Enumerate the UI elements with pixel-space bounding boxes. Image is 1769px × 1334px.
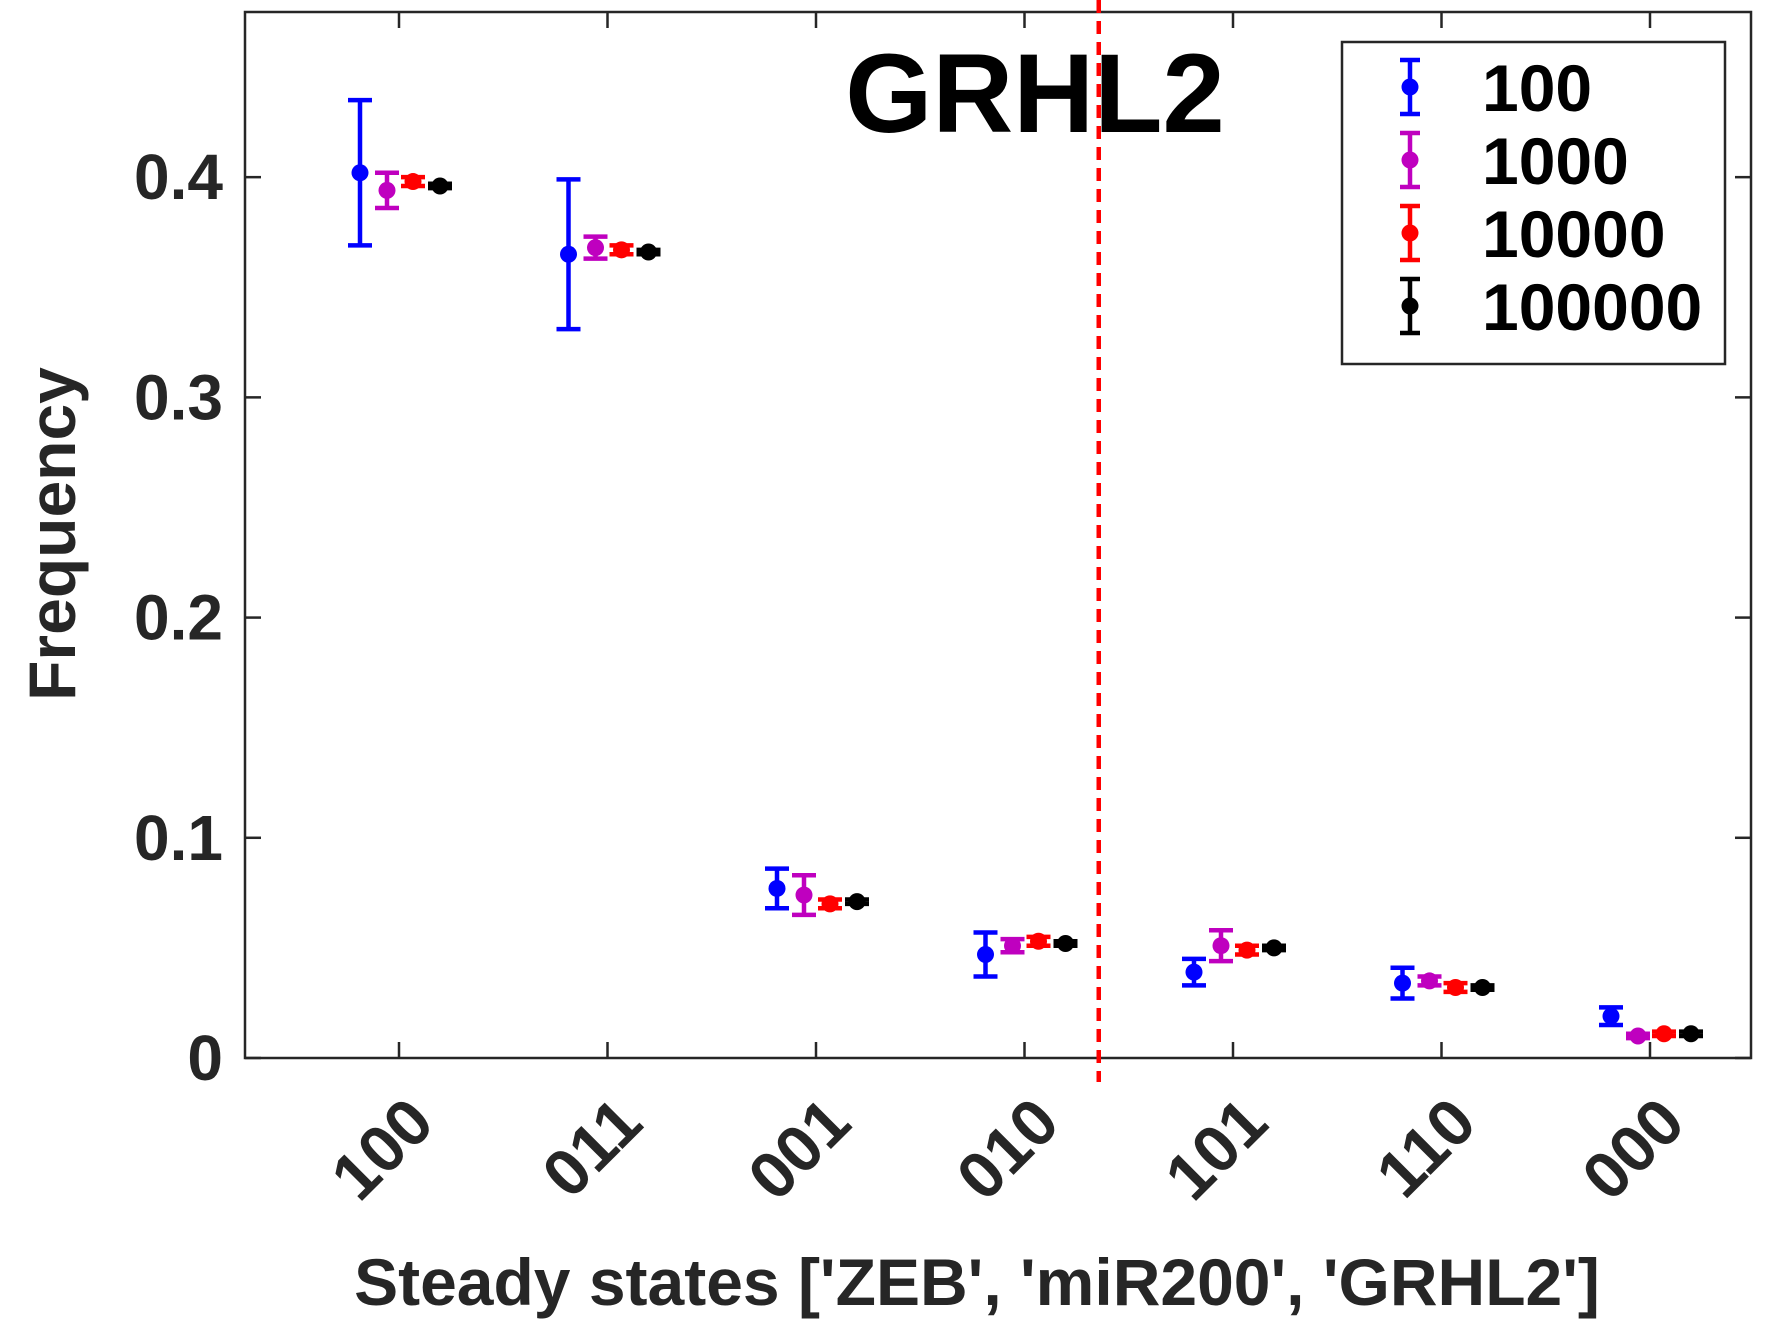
- chart-title: GRHL2: [845, 31, 1225, 156]
- data-point: [1390, 965, 1415, 1001]
- data-point: [401, 173, 425, 191]
- x-tick-label: 101: [1151, 1084, 1281, 1214]
- marker: [1682, 1025, 1700, 1043]
- marker: [1004, 937, 1021, 955]
- marker: [1057, 934, 1074, 952]
- marker: [1265, 939, 1283, 957]
- legend-swatch-marker: [1401, 78, 1419, 96]
- x-tick-label: 010: [942, 1084, 1072, 1214]
- y-tick-label: 0: [187, 1022, 223, 1094]
- data-point: [1679, 1025, 1703, 1043]
- y-tick-label: 0.3: [134, 361, 223, 433]
- x-tick-label: 011: [528, 1084, 656, 1212]
- legend-entry: 10000: [1400, 197, 1666, 271]
- data-point: [375, 170, 399, 211]
- plot-frame: [243, 10, 1753, 1060]
- x-tick-label: 000: [1568, 1084, 1698, 1214]
- data-point: [1599, 1005, 1623, 1028]
- legend-label: 100000: [1482, 270, 1702, 344]
- data-point: [609, 241, 634, 259]
- marker: [640, 243, 657, 261]
- marker: [768, 879, 786, 897]
- marker: [848, 893, 866, 911]
- legend-entry: 100: [1400, 51, 1592, 125]
- data-point: [556, 177, 581, 332]
- data-point: [1053, 934, 1078, 952]
- marker: [351, 164, 369, 182]
- data-point: [1626, 1027, 1650, 1045]
- data-point: [1652, 1025, 1676, 1043]
- data-point: [1000, 936, 1025, 955]
- data-point: [1470, 979, 1495, 997]
- marker: [1447, 979, 1464, 997]
- x-tick-label: 001: [734, 1084, 864, 1214]
- marker: [1602, 1007, 1620, 1025]
- x-tick-label: 100: [317, 1084, 447, 1214]
- legend-swatch-marker: [1401, 151, 1419, 169]
- marker: [1655, 1025, 1673, 1043]
- data-point: [1182, 956, 1206, 988]
- legend-label: 10000: [1482, 197, 1666, 271]
- data-point: [1262, 939, 1286, 957]
- x-axis-label: Steady states ['ZEB', 'miR200', 'GRHL2']: [354, 1245, 1600, 1319]
- marker: [613, 241, 630, 259]
- marker: [1421, 972, 1438, 990]
- x-tick-label: 110: [1362, 1084, 1490, 1212]
- data-point: [1235, 941, 1259, 959]
- marker: [1474, 979, 1491, 997]
- legend-label: 100: [1482, 51, 1592, 125]
- marker: [1238, 941, 1256, 959]
- marker: [1185, 963, 1203, 981]
- data-point: [818, 895, 842, 913]
- marker: [1629, 1027, 1647, 1045]
- y-tick-label: 0.1: [134, 802, 223, 874]
- data-point: [583, 234, 608, 261]
- data-point: [428, 177, 452, 195]
- data-point: [1443, 979, 1468, 997]
- legend-swatch-marker: [1401, 297, 1419, 315]
- y-tick-label: 0.2: [134, 582, 223, 654]
- marker: [795, 886, 813, 904]
- marker: [560, 245, 577, 263]
- data-point: [636, 243, 661, 261]
- marker: [1030, 932, 1047, 950]
- data-point: [348, 97, 372, 248]
- data-point: [1417, 972, 1442, 990]
- marker: [587, 239, 604, 257]
- marker: [431, 177, 449, 195]
- data-point: [792, 872, 816, 918]
- marker: [378, 181, 396, 199]
- data-point: [973, 930, 998, 979]
- legend-swatch-marker: [1401, 224, 1419, 242]
- y-axis-label: Frequency: [15, 367, 89, 701]
- legend-label: 1000: [1482, 124, 1629, 198]
- data-point: [1026, 932, 1051, 950]
- legend-entry: 100000: [1400, 270, 1702, 344]
- data-point: [845, 893, 869, 911]
- data-point: [765, 866, 789, 911]
- marker: [404, 173, 422, 191]
- axes: [243, 10, 1753, 1060]
- marker: [821, 895, 839, 913]
- y-tick-label: 0.4: [134, 141, 223, 213]
- data-marks: [348, 97, 1703, 1045]
- data-point: [1209, 928, 1233, 964]
- marker: [977, 946, 994, 964]
- marker: [1394, 974, 1411, 992]
- marker: [1212, 937, 1230, 955]
- legend-entry: 1000: [1400, 124, 1629, 198]
